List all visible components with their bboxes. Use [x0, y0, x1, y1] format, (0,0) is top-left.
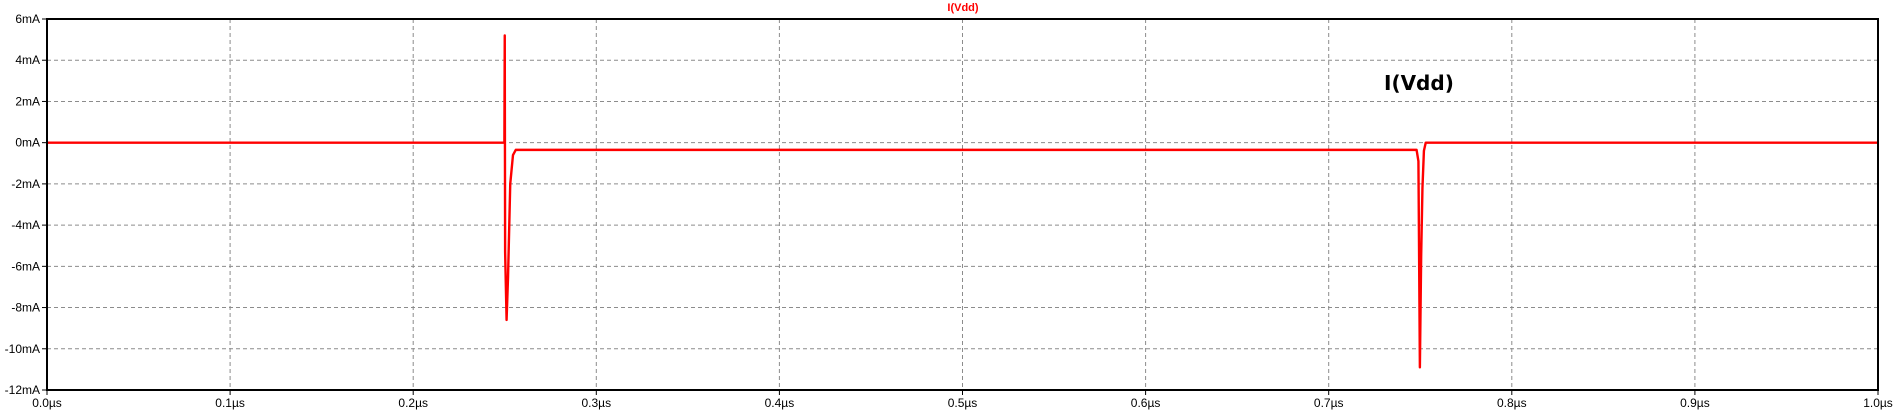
x-tick-label: 0.0µs	[32, 396, 62, 410]
y-tick-label: -6mA	[11, 259, 40, 273]
y-tick-label: 4mA	[15, 53, 40, 67]
x-tick-label: 0.2µs	[398, 396, 428, 410]
grid	[47, 19, 1878, 390]
x-tick-label: 1.0µs	[1863, 396, 1893, 410]
y-tick-label: -10mA	[5, 342, 40, 356]
plot-frame	[46, 18, 1879, 391]
x-tick-label: 0.8µs	[1497, 396, 1527, 410]
x-tick-label: 0.4µs	[765, 396, 795, 410]
y-tick-label: -8mA	[11, 301, 40, 315]
x-tick-label: 0.9µs	[1680, 396, 1710, 410]
x-tick-label: 0.7µs	[1314, 396, 1344, 410]
y-tick-label: 6mA	[15, 12, 40, 26]
x-axis-tick-labels: 0.0µs 0.1µs 0.2µs 0.3µs 0.4µs 0.5µs 0.6µs 0.7µs…	[32, 396, 1893, 410]
chart-title[interactable]: I(Vdd)	[947, 2, 978, 14]
y-tick-label: -2mA	[11, 177, 40, 191]
trace-annotation[interactable]: I(Vdd)	[1384, 71, 1454, 95]
x-tick-label: 0.1µs	[215, 396, 245, 410]
axis-ticks	[42, 18, 1879, 395]
y-tick-label: 0mA	[15, 136, 40, 150]
x-tick-label: 0.6µs	[1131, 396, 1161, 410]
y-tick-label: -4mA	[11, 218, 40, 232]
x-tick-label: 0.3µs	[581, 396, 611, 410]
x-tick-label: 0.5µs	[948, 396, 978, 410]
y-axis-tick-labels: 6mA 4mA 2mA 0mA -2mA -4mA -6mA -8mA -10mA -12mA	[5, 12, 40, 397]
series-line-ivdd	[47, 34, 1878, 369]
y-tick-label: -12mA	[5, 383, 40, 397]
y-tick-label: 2mA	[15, 94, 40, 108]
traces	[47, 34, 1878, 369]
